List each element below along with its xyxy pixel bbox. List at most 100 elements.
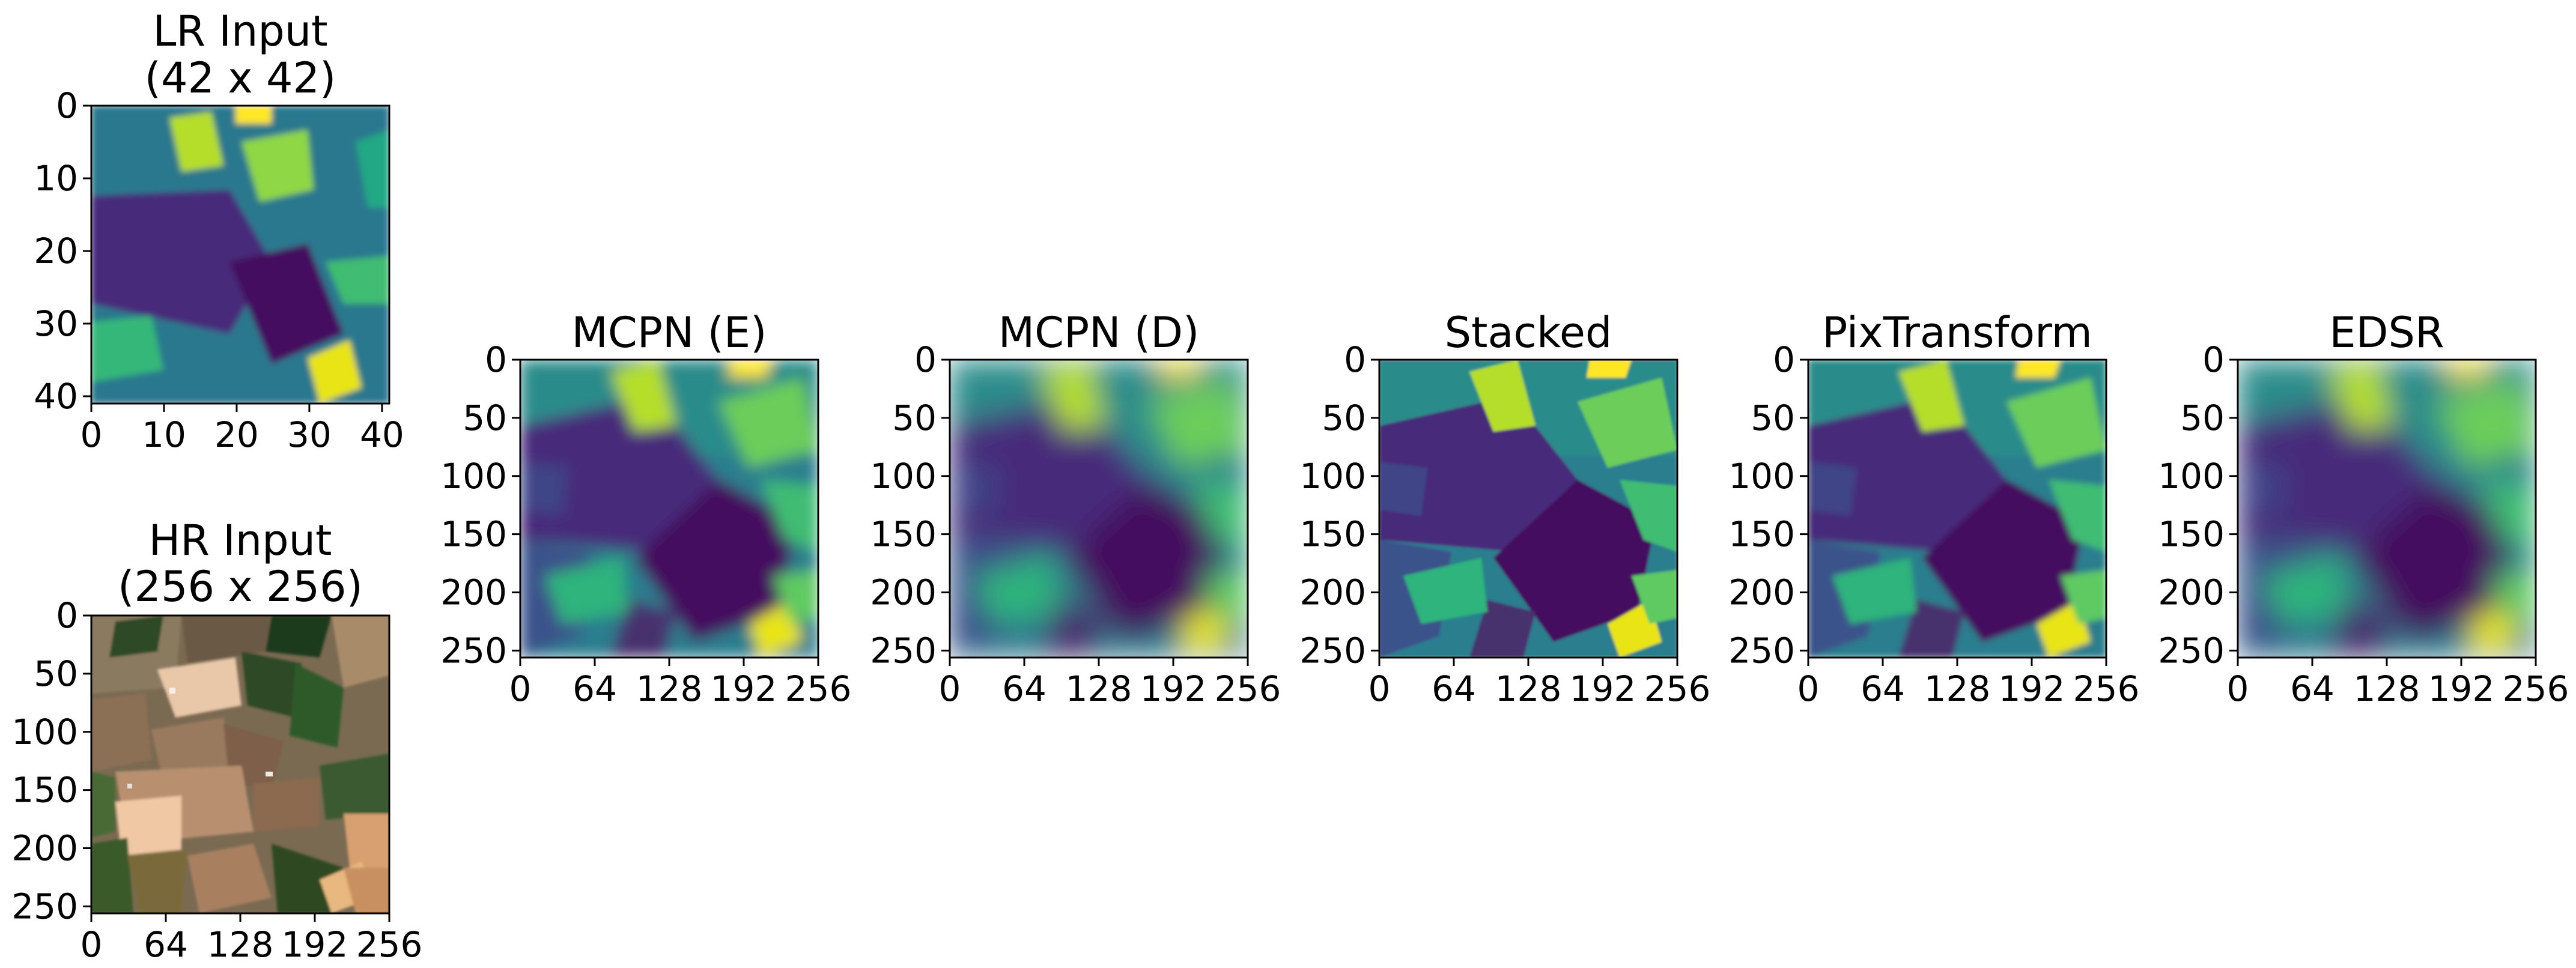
- x-tick-label: 256: [356, 924, 423, 965]
- y-tick-label: 100: [870, 456, 937, 497]
- x-tick-label: 256: [1644, 668, 1711, 709]
- y-tick-label: 30: [34, 303, 78, 344]
- y-tick-label: 200: [870, 572, 937, 613]
- lr-input-image: [91, 106, 389, 404]
- panel-hr-input: HR Input (256 x 256) 0 64 128 192 256 0 50 100 1…: [11, 516, 422, 965]
- x-tick-label: 40: [360, 414, 404, 455]
- y-tick-label: 100: [1728, 456, 1795, 497]
- panel-pixtransform: PixTransform 0 64 128 192 256 0 50 100 150 200 250: [1728, 308, 2139, 709]
- x-tick-label: 256: [1215, 668, 1281, 709]
- x-tick-label: 0: [80, 924, 103, 965]
- lr-input-title: LR Input (42 x 42): [145, 7, 336, 103]
- panel-mcpn-d: MCPN (D) 0 64 128 192 256 0 50 100 150 200 250: [870, 308, 1281, 709]
- y-tick-label: 200: [2158, 572, 2225, 613]
- y-tick-label: 0: [1344, 339, 1366, 380]
- y-tick-label: 0: [56, 85, 78, 126]
- y-tick-label: 150: [11, 770, 78, 811]
- hr-input-title: HR Input (256 x 256): [118, 516, 363, 611]
- x-tick-label: 192: [1570, 668, 1636, 709]
- x-tick-label: 30: [287, 414, 332, 455]
- y-tick-label: 200: [1299, 572, 1366, 613]
- y-tick-label: 150: [440, 514, 507, 555]
- hr-input-axes: 0 64 128 192 256 0 50 100 150 200 250: [11, 595, 422, 965]
- x-tick-label: 256: [2503, 668, 2569, 709]
- x-tick-label: 256: [785, 668, 852, 709]
- y-tick-label: 100: [440, 456, 507, 497]
- mcpn-e-title: MCPN (E): [572, 308, 767, 357]
- y-tick-label: 50: [2180, 398, 2225, 438]
- x-tick-label: 64: [1002, 668, 1046, 709]
- pixtransform-image: [1808, 360, 2106, 658]
- x-tick-label: 128: [2354, 668, 2420, 709]
- panel-stacked: Stacked 0 64 128 192 256 0 50 100 150 200 250: [1299, 308, 1710, 709]
- y-tick-label: 50: [1322, 398, 1366, 438]
- y-tick-label: 150: [1728, 514, 1795, 555]
- y-tick-label: 250: [1299, 630, 1366, 671]
- y-tick-label: 0: [2202, 339, 2225, 380]
- y-tick-label: 0: [56, 595, 78, 636]
- lr-input-title-line-2: (42 x 42): [145, 53, 336, 103]
- y-tick-label: 50: [463, 398, 507, 438]
- lr-input-frame: [90, 104, 390, 405]
- y-tick-label: 50: [34, 653, 78, 694]
- edsr-title: EDSR: [2329, 308, 2444, 357]
- x-tick-label: 128: [1066, 668, 1132, 709]
- y-tick-label: 0: [914, 339, 937, 380]
- x-tick-label: 192: [1140, 668, 1207, 709]
- edsr-image: [2238, 360, 2536, 658]
- mcpn-d-axes: 0 64 128 192 256 0 50 100 150 200 250: [870, 339, 1281, 709]
- x-tick-label: 64: [144, 924, 188, 965]
- x-tick-label: 192: [711, 668, 777, 709]
- x-tick-label: 0: [80, 414, 103, 455]
- y-tick-label: 150: [1299, 514, 1366, 555]
- x-tick-label: 64: [2290, 668, 2334, 709]
- panel-edsr: EDSR 0 64 128 192 256 0 50 100 150 200 250: [2158, 308, 2569, 709]
- y-tick-label: 200: [11, 828, 78, 869]
- x-tick-label: 0: [1797, 668, 1820, 709]
- x-tick-label: 64: [1861, 668, 1905, 709]
- x-tick-label: 64: [1432, 668, 1476, 709]
- x-tick-label: 128: [207, 924, 274, 965]
- x-tick-label: 20: [214, 414, 259, 455]
- panel-mcpn-e: MCPN (E) 0 64 128 192 256 0 50 100 150 200 250: [440, 308, 851, 709]
- x-tick-label: 0: [2227, 668, 2249, 709]
- y-tick-label: 200: [1728, 572, 1795, 613]
- y-tick-label: 0: [1773, 339, 1795, 380]
- hr-input-title-line-1: HR Input: [149, 516, 332, 565]
- pixtransform-axes: 0 64 128 192 256 0 50 100 150 200 250: [1728, 339, 2139, 709]
- y-tick-label: 250: [1728, 630, 1795, 671]
- x-tick-label: 0: [509, 668, 532, 709]
- x-tick-label: 128: [1924, 668, 1991, 709]
- stacked-title: Stacked: [1445, 308, 1612, 357]
- y-tick-label: 50: [1751, 398, 1795, 438]
- hr-input-image: [91, 616, 389, 913]
- y-tick-label: 250: [2158, 630, 2225, 671]
- y-tick-label: 100: [2158, 456, 2225, 497]
- y-tick-label: 100: [11, 712, 78, 752]
- lr-input-title-line-1: LR Input: [153, 7, 327, 56]
- y-tick-label: 10: [34, 158, 78, 199]
- x-tick-label: 128: [636, 668, 703, 709]
- y-tick-label: 150: [870, 514, 937, 555]
- stacked-axes: 0 64 128 192 256 0 50 100 150 200 250: [1299, 339, 1710, 709]
- x-tick-label: 192: [282, 924, 348, 965]
- y-tick-label: 50: [892, 398, 937, 438]
- x-tick-label: 64: [573, 668, 617, 709]
- x-tick-label: 192: [1999, 668, 2065, 709]
- mcpn-e-axes: 0 64 128 192 256 0 50 100 150 200 250: [440, 339, 851, 709]
- y-tick-label: 200: [440, 572, 507, 613]
- y-tick-label: 40: [34, 376, 78, 417]
- y-tick-label: 250: [11, 886, 78, 927]
- y-tick-label: 20: [34, 231, 78, 271]
- edsr-axes: 0 64 128 192 256 0 50 100 150 200 250: [2158, 339, 2569, 709]
- x-tick-label: 128: [1495, 668, 1562, 709]
- hr-input-title-line-2: (256 x 256): [118, 562, 363, 611]
- y-tick-label: 150: [2158, 514, 2225, 555]
- y-tick-label: 250: [870, 630, 937, 671]
- y-tick-label: 0: [485, 339, 507, 380]
- x-tick-label: 0: [939, 668, 961, 709]
- y-tick-label: 100: [1299, 456, 1366, 497]
